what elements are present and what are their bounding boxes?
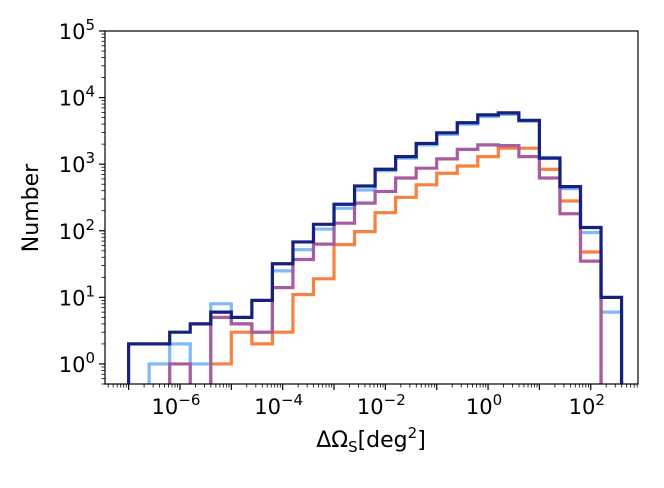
- series-layer: [127, 111, 624, 384]
- x-label-close: ]: [417, 428, 426, 453]
- y-tick-label: 105: [59, 16, 95, 44]
- x-label-sup: 2: [408, 424, 418, 442]
- series-line-0: [147, 112, 624, 384]
- plot-frame: [104, 30, 639, 385]
- series-line-3: [127, 111, 624, 384]
- x-tick-label: 10−2: [357, 391, 406, 419]
- y-tick-label: 102: [59, 216, 95, 244]
- x-label-main: ΔΩ: [316, 428, 348, 453]
- series-line-2: [168, 143, 603, 384]
- y-tick-label: 100: [59, 349, 95, 377]
- x-axis-label: ΔΩS[deg2]: [316, 424, 426, 456]
- ticks-layer: 10−6 10−4 10−2 100 102 100 101 102 103 104 105: [59, 16, 638, 419]
- y-tick-label: 104: [59, 83, 95, 111]
- x-tick-label: 100: [466, 391, 502, 419]
- x-tick-label: 10−4: [254, 391, 303, 419]
- x-tick-label: 10−6: [152, 391, 201, 419]
- x-tick-label: 102: [569, 391, 605, 419]
- x-label-sub: S: [348, 438, 358, 456]
- x-label-open: [deg: [358, 428, 408, 453]
- y-axis-label: Number: [19, 163, 44, 252]
- y-tick-label: 103: [59, 149, 95, 177]
- y-tick-label: 101: [59, 282, 95, 310]
